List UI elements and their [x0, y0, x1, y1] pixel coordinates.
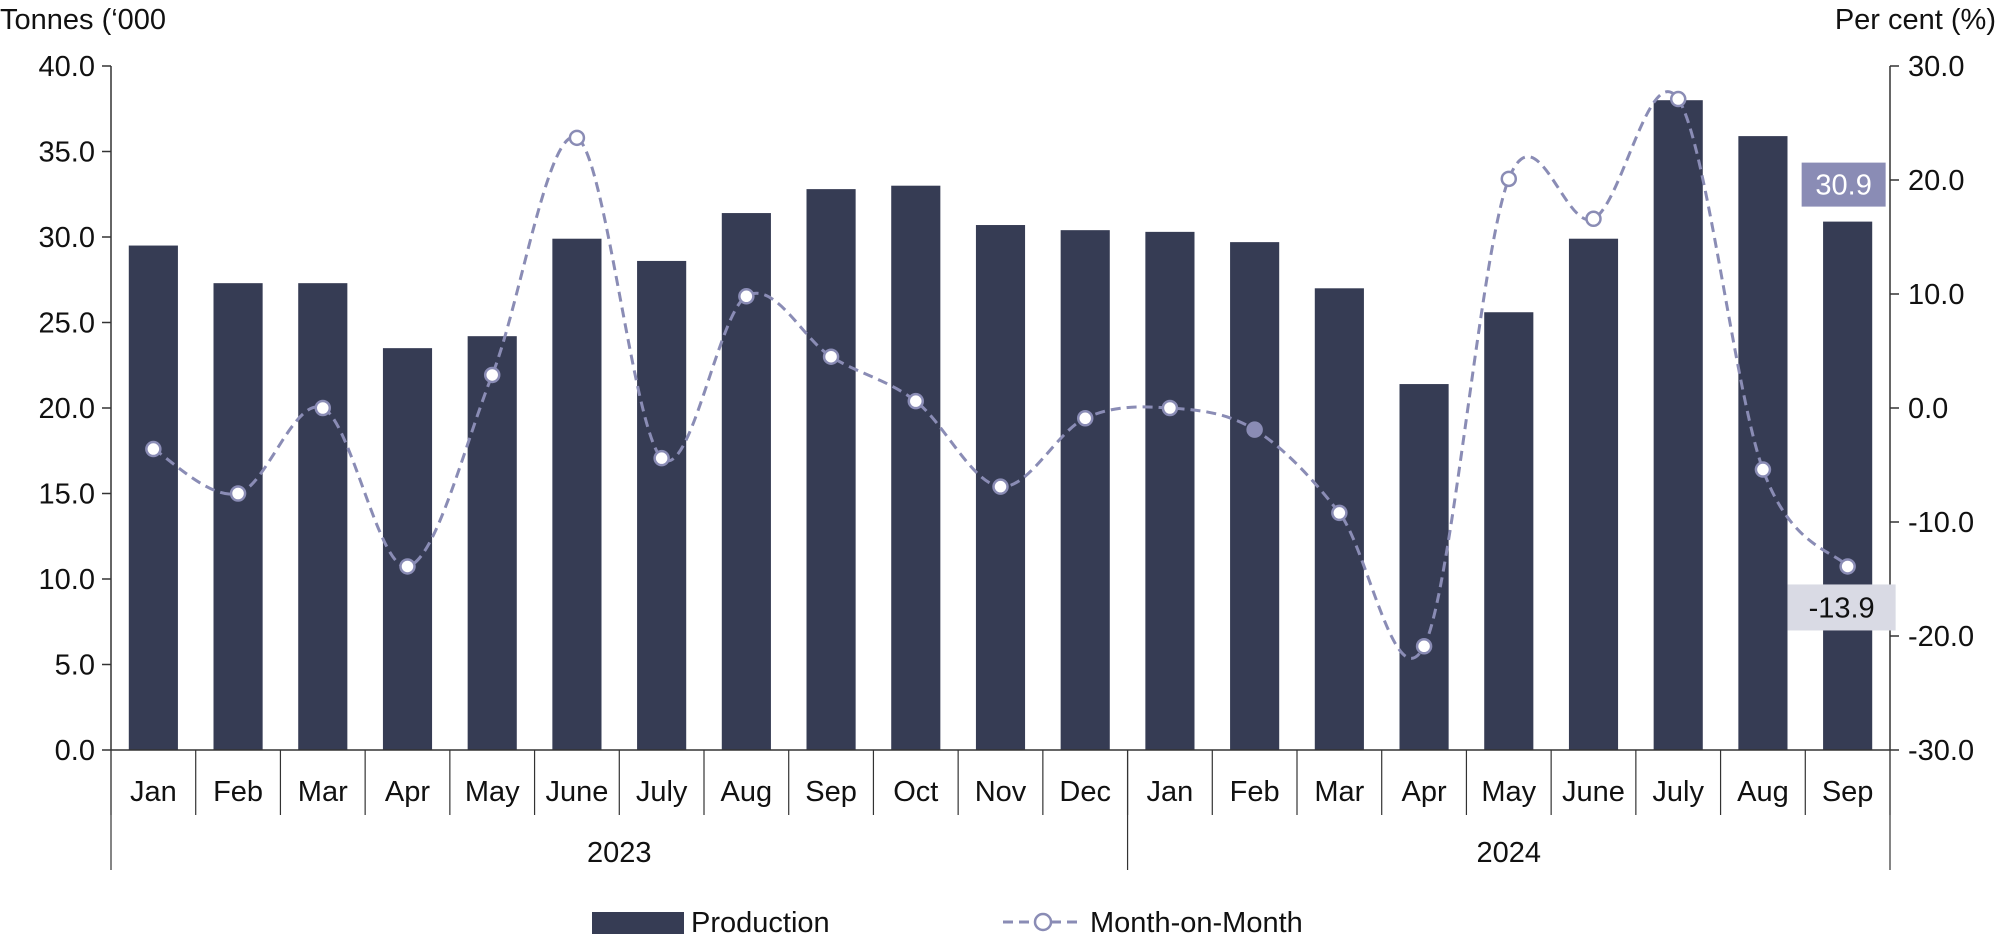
production-bar	[298, 283, 348, 750]
production-bar	[1060, 230, 1110, 750]
category-label: Oct	[893, 776, 938, 808]
left-tick-label: 30.0	[39, 222, 95, 254]
right-tick-label: 30.0	[1908, 51, 1964, 83]
production-bar	[1484, 312, 1534, 750]
category-labels: Jan Feb Mar Apr May June July Aug Sep Oct Nov Dec Ja…	[130, 776, 1873, 869]
production-bar	[467, 336, 517, 750]
legend-swatch-production	[592, 912, 684, 934]
production-bar	[1399, 384, 1449, 750]
production-bar	[1738, 136, 1788, 751]
category-label: Feb	[1230, 776, 1280, 808]
left-tick-label: 20.0	[39, 393, 95, 425]
legend-swatch-mom-marker	[1033, 912, 1053, 932]
category-label: Dec	[1059, 776, 1111, 808]
right-tick-label: -20.0	[1908, 621, 1974, 653]
mom-point	[229, 485, 247, 502]
production-bar	[1653, 100, 1703, 750]
category-label: Nov	[975, 776, 1027, 808]
left-tick-label: 0.0	[55, 735, 95, 767]
right-tick-label: -30.0	[1908, 735, 1974, 767]
left-tick-label: 5.0	[55, 650, 95, 682]
mom-point	[653, 449, 670, 467]
mom-point	[1246, 421, 1263, 438]
mom-line-series	[145, 90, 1856, 660]
category-label: Mar	[298, 776, 348, 808]
mom-point	[1839, 558, 1856, 575]
callout-production-label: 30.9	[1815, 170, 1871, 202]
production-bar	[1145, 231, 1195, 750]
mom-point	[1331, 504, 1348, 522]
category-label: Apr	[385, 776, 430, 808]
production-bar	[891, 185, 941, 750]
legend: Production Month-on-Month	[592, 907, 1303, 934]
category-label: July	[636, 776, 688, 808]
mom-point	[568, 129, 586, 147]
mom-point	[314, 399, 332, 417]
production-bar	[552, 238, 602, 750]
category-label: Sep	[805, 776, 857, 808]
category-label: May	[1481, 776, 1536, 808]
mom-point	[1669, 90, 1687, 108]
right-axis-label: Per cent (%)	[1835, 4, 1996, 36]
left-tick-label: 25.0	[39, 308, 95, 340]
production-bars	[128, 100, 1873, 751]
mom-point	[1585, 210, 1602, 228]
right-tick-label: -10.0	[1908, 507, 1974, 539]
mom-line	[152, 90, 1849, 660]
category-label: Apr	[1402, 776, 1447, 808]
mom-point	[483, 366, 501, 384]
production-bar	[637, 260, 687, 750]
category-label: May	[465, 776, 520, 808]
mom-point	[992, 478, 1009, 495]
production-bar	[1230, 242, 1280, 750]
right-tick-label: 10.0	[1908, 279, 1964, 311]
production-bar	[382, 348, 433, 750]
mom-point	[399, 558, 416, 575]
left-axis-label: Tonnes (‘000	[0, 4, 166, 36]
mom-point	[1754, 461, 1772, 478]
category-label: Jan	[1147, 776, 1194, 808]
group-label: 2024	[1477, 837, 1542, 869]
right-tick-label: 20.0	[1908, 165, 1964, 197]
mom-point	[822, 348, 840, 365]
right-axis-ticks: -30.0 -20.0 -10.0 0.0 10.0 20.0 30.0	[1890, 51, 1974, 767]
left-tick-label: 40.0	[39, 51, 95, 83]
production-bar	[213, 283, 263, 750]
production-bar	[1568, 238, 1619, 750]
production-bar	[1823, 221, 1873, 751]
category-label: Sep	[1822, 776, 1874, 808]
callouts: 30.9 -13.9	[1787, 162, 1896, 631]
group-label: 2023	[587, 837, 652, 869]
left-tick-label: 10.0	[39, 564, 95, 596]
callout-production-box	[1801, 162, 1886, 207]
legend-label-production: Production	[691, 907, 830, 934]
axes	[110, 66, 1891, 870]
legend-label-mom: Month-on-Month	[1090, 907, 1303, 934]
mom-point	[1415, 638, 1433, 655]
category-label: Jan	[130, 776, 177, 808]
left-tick-label: 15.0	[39, 479, 95, 511]
category-label: June	[1562, 776, 1625, 808]
mom-point	[1076, 410, 1094, 427]
mom-point	[1500, 170, 1518, 188]
category-label: Aug	[1737, 776, 1789, 808]
mom-point	[738, 288, 755, 305]
category-label: July	[1652, 776, 1704, 808]
left-axis-ticks: 0.0 5.0 10.0 15.0 20.0 25.0 30.0 35.0 40.0	[39, 51, 111, 767]
right-tick-label: 0.0	[1908, 393, 1948, 425]
production-bar	[806, 189, 856, 750]
left-tick-label: 35.0	[39, 137, 95, 169]
mom-point	[145, 440, 162, 458]
mom-point	[1161, 399, 1179, 417]
category-label: Aug	[721, 776, 773, 808]
callout-mom-box	[1787, 584, 1896, 631]
mom-point	[907, 392, 925, 410]
production-bar	[128, 245, 178, 751]
callout-mom-label: -13.9	[1809, 592, 1875, 624]
category-label: Mar	[1314, 776, 1364, 808]
category-label: Feb	[213, 776, 263, 808]
category-label: June	[545, 776, 608, 808]
